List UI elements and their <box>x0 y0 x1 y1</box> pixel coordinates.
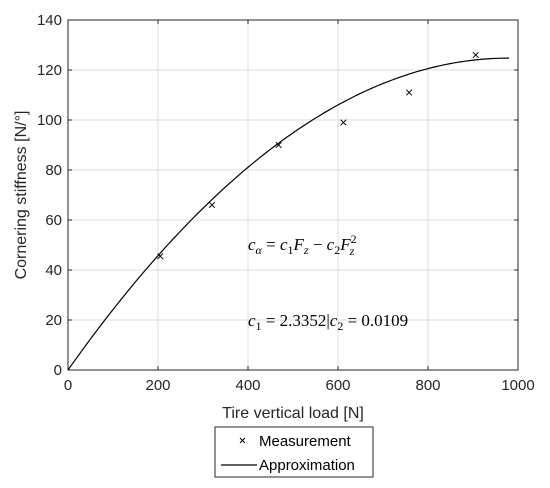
x-tick-label: 1000 <box>501 377 534 394</box>
measurement-point <box>340 119 347 126</box>
y-tick-label: 20 <box>45 312 62 329</box>
legend-box <box>214 426 374 478</box>
plot-area <box>68 20 518 370</box>
legend-marker-icon <box>239 437 246 444</box>
measurement-point <box>405 89 413 96</box>
x-tick-label: 400 <box>235 377 260 394</box>
legend-label-approximation: Approximation <box>259 457 355 474</box>
y-axis-ticks: 0 20 40 60 80 100 120 140 <box>37 12 518 379</box>
y-tick-label: 40 <box>45 262 62 279</box>
measurement-point <box>157 253 164 260</box>
y-tick-label: 0 <box>54 362 62 379</box>
y-tick-label: 100 <box>37 112 62 129</box>
measurement-point <box>208 201 216 209</box>
legend-label-measurement: Measurement <box>259 433 352 450</box>
x-tick-label: 800 <box>415 377 440 394</box>
plot-frame <box>67 19 519 371</box>
y-tick-label: 60 <box>45 212 62 229</box>
measurement-markers <box>157 51 479 260</box>
x-tick-label: 600 <box>325 377 350 394</box>
measurement-point <box>275 141 282 149</box>
approximation-line <box>67 57 510 371</box>
legend: Measurement Approximation <box>214 426 374 478</box>
grid-lines <box>68 20 518 370</box>
x-axis-label: Tire vertical load [N] <box>222 405 364 422</box>
y-tick-label: 140 <box>37 12 62 29</box>
x-tick-label: 200 <box>145 377 170 394</box>
measurement-point <box>472 51 479 59</box>
coefficients-annotation: c1 = 2.3352|c2 = 0.0109 <box>248 311 408 333</box>
y-axis-label: Cornering stiffness [N/°] <box>13 111 30 280</box>
x-axis-ticks: 0 200 400 600 800 1000 <box>64 20 535 394</box>
y-tick-label: 80 <box>45 162 62 179</box>
y-tick-label: 120 <box>37 62 62 79</box>
x-tick-label: 0 <box>64 377 72 394</box>
